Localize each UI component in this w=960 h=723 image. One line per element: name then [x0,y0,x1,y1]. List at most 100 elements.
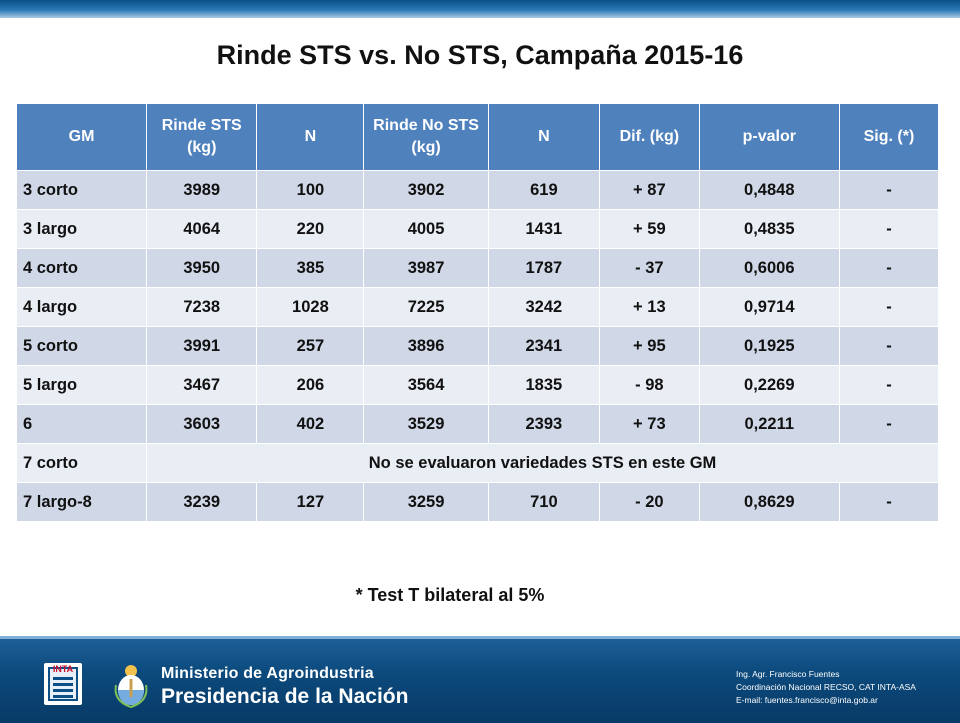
cell-rinde-no-sts: 3259 [363,482,489,521]
inta-logo-text: INTA [52,664,74,674]
cell-n-sts: 100 [256,170,365,210]
cell-gm: 5 corto [17,326,148,366]
cell-sig: - [839,365,938,405]
cell-p-valor: 0,6006 [699,248,840,288]
cell-rinde-no-sts: 3902 [363,170,489,210]
cell-sig: - [839,170,938,210]
cell-p-valor: 0,1925 [699,326,840,366]
cell-n-sts: 257 [256,326,365,366]
author-credits: Ing. Agr. Francisco Fuentes Coordinación… [736,668,916,707]
header-sig: Sig. (*) [839,103,938,171]
results-table: GM Rinde STS (kg) N Rinde No STS (kg) N … [17,103,938,521]
header-n-no-sts: N [488,103,601,171]
author-email: E-mail: fuentes.francisco@inta.gob.ar [736,695,878,705]
table-row: 7 corto No se evaluaron variedades STS e… [17,443,938,483]
top-banner [0,0,960,18]
header-p-valor: p-valor [699,103,840,171]
cell-p-valor: 0,4835 [699,209,840,249]
header-rinde-sts: Rinde STS (kg) [146,103,258,171]
table-header-row: GM Rinde STS (kg) N Rinde No STS (kg) N … [17,103,938,171]
cell-sig: - [839,326,938,366]
cell-rinde-sts: 3989 [146,170,258,210]
cell-note: No se evaluaron variedades STS en este G… [146,443,938,483]
cell-n-no-sts: 1835 [488,365,601,405]
cell-n-sts: 206 [256,365,365,405]
cell-rinde-sts: 3991 [146,326,258,366]
cell-n-sts: 220 [256,209,365,249]
page-title: Rinde STS vs. No STS, Campaña 2015-16 [216,40,744,70]
header-rinde-no-sts: Rinde No STS (kg) [363,103,489,171]
table-row: 3 largo 4064 220 4005 1431 + 59 0,4835 - [17,209,938,249]
cell-dif: - 20 [599,482,700,521]
footer-bar: INTA Ministerio de Agroindustria Preside… [0,636,960,723]
cell-rinde-no-sts: 3529 [363,404,489,444]
footnote: * Test T bilateral al 5% [355,585,545,605]
ministry-name: Ministerio de Agroindustria [161,665,374,682]
cell-sig: - [839,482,938,521]
cell-sig: - [839,248,938,288]
cell-rinde-sts: 3239 [146,482,258,521]
table-row: 7 largo-8 3239 127 3259 710 - 20 0,8629 … [17,482,938,521]
cell-n-sts: 385 [256,248,365,288]
cell-gm: 7 largo-8 [17,482,148,521]
cell-gm: 3 corto [17,170,148,210]
table-row: 5 corto 3991 257 3896 2341 + 95 0,1925 - [17,326,938,366]
table-row: 4 largo 7238 1028 7225 3242 + 13 0,9714 … [17,287,938,327]
cell-dif: - 37 [599,248,700,288]
cell-dif: + 95 [599,326,700,366]
cell-rinde-sts: 7238 [146,287,258,327]
cell-rinde-sts: 3467 [146,365,258,405]
cell-n-no-sts: 710 [488,482,601,521]
cell-sig: - [839,287,938,327]
cell-gm: 4 largo [17,287,148,327]
cell-n-sts: 127 [256,482,365,521]
cell-n-no-sts: 2341 [488,326,601,366]
cell-dif: + 59 [599,209,700,249]
cell-sig: - [839,404,938,444]
cell-p-valor: 0,2211 [699,404,840,444]
cell-n-no-sts: 2393 [488,404,601,444]
cell-dif: + 13 [599,287,700,327]
header-dif: Dif. (kg) [599,103,700,171]
cell-dif: - 98 [599,365,700,405]
cell-gm: 5 largo [17,365,148,405]
cell-p-valor: 0,2269 [699,365,840,405]
cell-rinde-sts: 4064 [146,209,258,249]
cell-sig: - [839,209,938,249]
author-name: Ing. Agr. Francisco Fuentes [736,669,840,679]
presidency-name: Presidencia de la Nación [161,685,409,708]
ministry-brand: Ministerio de Agroindustria Presidencia … [161,665,408,709]
cell-n-no-sts: 3242 [488,287,601,327]
cell-rinde-sts: 3603 [146,404,258,444]
inta-stripes-icon [53,677,73,698]
cell-gm: 4 corto [17,248,148,288]
cell-p-valor: 0,8629 [699,482,840,521]
header-n-sts: N [256,103,365,171]
cell-rinde-no-sts: 7225 [363,287,489,327]
cell-n-no-sts: 1787 [488,248,601,288]
table-row: 5 largo 3467 206 3564 1835 - 98 0,2269 - [17,365,938,405]
header-gm: GM [17,103,148,171]
table-row: 4 corto 3950 385 3987 1787 - 37 0,6006 - [17,248,938,288]
cell-gm: 3 largo [17,209,148,249]
cell-gm: 7 corto [17,443,148,483]
inta-logo-icon: INTA [44,663,82,705]
table-row: 3 corto 3989 100 3902 619 + 87 0,4848 - [17,170,938,210]
cell-p-valor: 0,4848 [699,170,840,210]
author-affiliation: Coordinación Nacional RECSO, CAT INTA-AS… [736,682,916,692]
cell-n-sts: 1028 [256,287,365,327]
cell-n-no-sts: 1431 [488,209,601,249]
cell-rinde-no-sts: 3564 [363,365,489,405]
cell-n-sts: 402 [256,404,365,444]
cell-n-no-sts: 619 [488,170,601,210]
cell-dif: + 73 [599,404,700,444]
cell-rinde-no-sts: 3896 [363,326,489,366]
cell-rinde-no-sts: 3987 [363,248,489,288]
national-seal-icon [114,665,148,709]
cell-gm: 6 [17,404,148,444]
cell-rinde-sts: 3950 [146,248,258,288]
cell-rinde-no-sts: 4005 [363,209,489,249]
table-row: 6 3603 402 3529 2393 + 73 0,2211 - [17,404,938,444]
cell-dif: + 87 [599,170,700,210]
cell-p-valor: 0,9714 [699,287,840,327]
